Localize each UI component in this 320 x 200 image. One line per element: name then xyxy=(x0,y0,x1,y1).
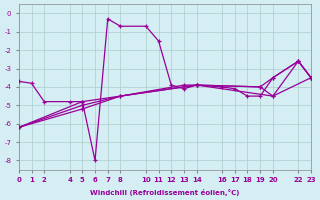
X-axis label: Windchill (Refroidissement éolien,°C): Windchill (Refroidissement éolien,°C) xyxy=(90,189,240,196)
